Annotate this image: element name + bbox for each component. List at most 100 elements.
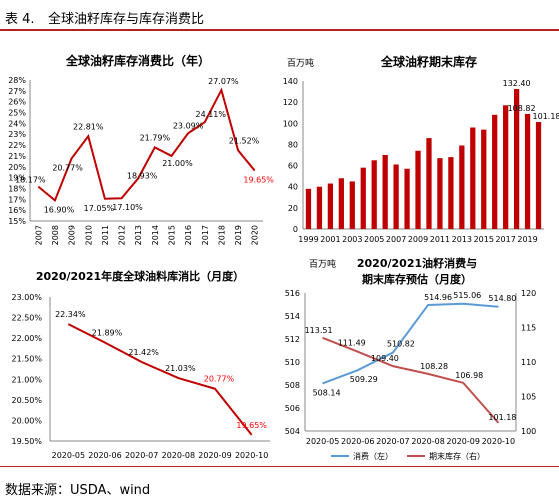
chart-annual-ratio-svg: 全球油籽库存消费比（年） 15% 16% 17% 18%19% 20% 21% 22% 23% 2… [8, 53, 274, 245]
chart-consumption-stocks: 百万吨 2020/2021油籽消费与 期末库存预估（月度） 504 506 508 510 5… [279, 256, 559, 464]
y-tick-label-right: 105 [521, 393, 536, 402]
y-tick-label: 21.50% [11, 355, 42, 364]
bar [503, 105, 509, 229]
y-tick-label: 18% [8, 184, 26, 193]
x-tick-label: 2007 [34, 225, 43, 245]
x-tick-label: 2020 [251, 225, 260, 245]
table-header: 表 4. 全球油籽库存与库存消费比 [0, 0, 559, 31]
data-label: 132.40 [503, 79, 531, 88]
x-tick-label: 2016 [184, 225, 193, 245]
data-label: 27.07% [208, 77, 239, 86]
data-label: 17.05% [84, 204, 115, 213]
y-tick-label: 80 [288, 140, 298, 149]
x-tick-label: 1999 [298, 235, 318, 244]
x-tick-label: 2020-08 [411, 437, 444, 446]
y-tick-label: 28% [8, 76, 26, 85]
bar [448, 157, 454, 229]
bar [415, 150, 421, 229]
data-label: 20.77% [52, 163, 83, 172]
x-tick-label: 2011 [101, 225, 110, 245]
data-label-consumption: 510.82 [387, 340, 415, 349]
bar [470, 127, 476, 229]
y-tick-label: 21.00% [11, 375, 42, 384]
bar [382, 155, 388, 229]
data-label: 21.03% [165, 364, 196, 373]
x-tick-label: 2018 [217, 225, 226, 245]
y-tick-label-right: 110 [521, 358, 536, 367]
y-tick-label: 20% [8, 163, 26, 172]
x-tick-label: 2017 [201, 225, 210, 245]
x-tick-label: 2010 [84, 225, 93, 245]
y-tick-label: 20 [288, 204, 298, 213]
bar [437, 158, 443, 229]
unit-label: 百万吨 [309, 258, 336, 270]
data-label-stocks: 111.49 [338, 339, 366, 348]
footer-rule [0, 466, 559, 467]
data-label: 24.11% [195, 110, 226, 119]
x-tick-label: 2019 [517, 235, 537, 244]
data-label: 21.42% [128, 348, 159, 357]
y-tick-label: 17% [8, 195, 26, 204]
y-tick-label: 20.50% [11, 396, 42, 405]
data-label-consumption: 514.80 [488, 294, 516, 303]
data-label: 108.82 [508, 104, 536, 113]
legend-label-consumption: 消费（左） [353, 451, 393, 461]
x-tick-label: 2008 [51, 225, 60, 245]
x-tick-label: 2013 [452, 235, 472, 244]
chart-title: 全球油籽库存消费比（年） [65, 53, 210, 68]
x-tick-label: 2011 [430, 235, 450, 244]
x-tick-label: 2009 [68, 225, 77, 245]
x-tick-label: 2015 [167, 225, 176, 245]
data-label-stocks: 108.28 [420, 362, 448, 371]
bar [404, 168, 410, 229]
y-tick-label: 100 [283, 119, 298, 128]
data-label: 17.10% [112, 203, 143, 212]
y-tick-label: 19% [8, 174, 26, 183]
x-tick-label: 2020-07 [376, 437, 409, 446]
bar [338, 178, 344, 229]
y-tick-label: 60 [288, 162, 298, 171]
data-label-stocks: 101.18 [488, 413, 516, 422]
y-tick-label-left: 514 [285, 312, 300, 321]
bar [316, 186, 323, 229]
data-label-consumption: 515.06 [453, 291, 481, 300]
y-tick-label: 20.00% [11, 416, 42, 425]
x-tick-label: 2001 [320, 235, 340, 244]
y-tick-label: 0 [293, 225, 298, 234]
bar [535, 122, 542, 229]
data-label: 19.65% [243, 176, 274, 185]
y-tick-label: 27% [8, 87, 26, 96]
bar [481, 129, 487, 229]
y-tick-label-left: 504 [285, 427, 300, 436]
unit-label: 百万吨 [287, 57, 314, 69]
x-tick-label: 2020-07 [125, 451, 158, 460]
x-tick-label: 2007 [386, 235, 406, 244]
data-label-consumption: 514.96 [424, 293, 452, 302]
data-label: 101.18 [533, 112, 559, 121]
x-tick-label: 2017 [495, 235, 515, 244]
series-line [37, 87, 256, 203]
y-tick-label-left: 506 [285, 404, 300, 413]
chart-title: 2020/2021年度全球油料库消比（月度） [36, 269, 244, 283]
x-tick-label: 2020-05 [306, 437, 339, 446]
y-tick-label: 16% [8, 206, 26, 215]
x-tick-label: 2020-09 [198, 451, 231, 460]
y-tick-label-left: 512 [285, 335, 300, 344]
chart-monthly-ratio: 2020/2021年度全球油料库消比（月度） 19.50% 20.00% 20.50%… [0, 256, 279, 464]
x-tick-label: 2020-08 [162, 451, 195, 460]
y-tick-label: 22% [8, 141, 26, 150]
table-title: 全球油籽库存与库存消费比 [48, 12, 205, 27]
bar [327, 183, 334, 229]
data-label: 23.09% [173, 121, 204, 130]
x-tick-label: 2003 [342, 235, 362, 244]
y-tick-label: 140 [283, 77, 298, 86]
x-tick-label: 2020-10 [482, 437, 515, 446]
data-label-consumption: 508.14 [313, 388, 341, 397]
y-tick-label-right: 120 [521, 289, 536, 298]
table-label: 表 4. [5, 12, 35, 27]
y-tick-label: 25% [8, 109, 26, 118]
data-label: 19.65% [236, 421, 267, 430]
chart-ending-stocks: 百万吨 全球油籽期末库存 0 20 40 60 80 100 120 140 1999 2001 200… [279, 36, 559, 256]
data-label: 22.81% [73, 122, 104, 131]
